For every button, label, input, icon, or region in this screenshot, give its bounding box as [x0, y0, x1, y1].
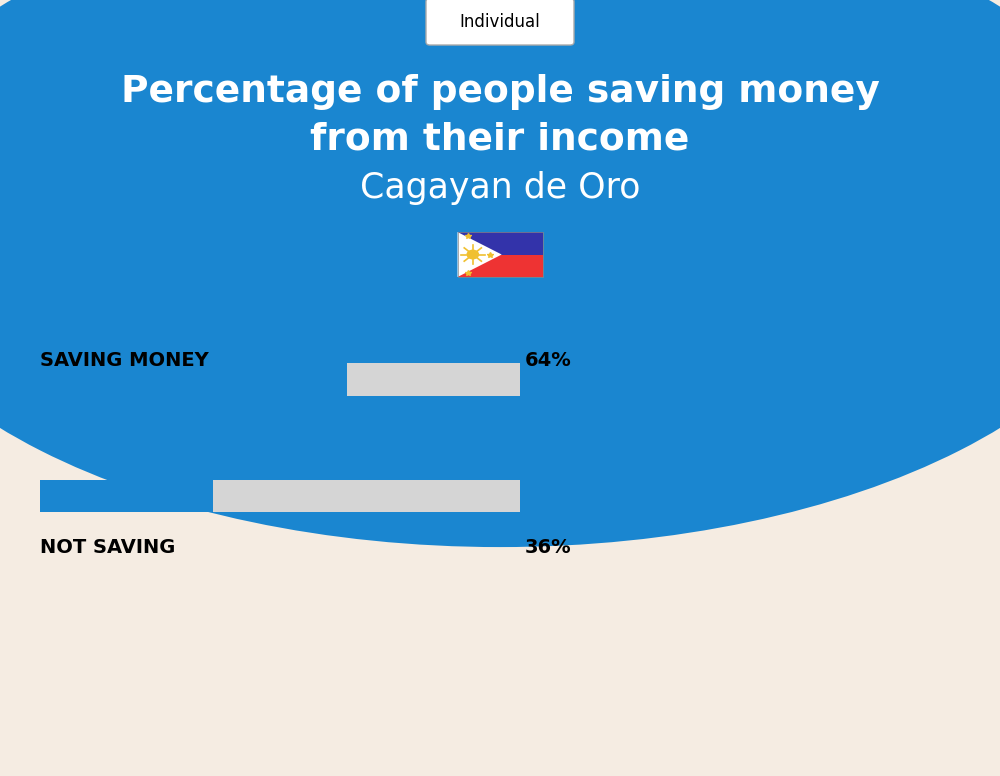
Text: SAVING MONEY: SAVING MONEY — [40, 352, 209, 370]
Text: from their income: from their income — [310, 122, 690, 158]
Bar — [458, 232, 542, 255]
Bar — [40, 363, 347, 396]
Bar — [40, 480, 213, 512]
Text: Percentage of people saving money: Percentage of people saving money — [121, 74, 879, 109]
Bar — [458, 255, 542, 277]
Bar — [40, 480, 520, 512]
Text: Individual: Individual — [460, 12, 540, 31]
Circle shape — [466, 250, 479, 259]
FancyBboxPatch shape — [426, 0, 574, 45]
Ellipse shape — [0, 0, 1000, 547]
Bar — [458, 232, 542, 277]
Polygon shape — [458, 232, 502, 277]
Text: Cagayan de Oro: Cagayan de Oro — [360, 171, 640, 205]
Text: NOT SAVING: NOT SAVING — [40, 538, 175, 556]
Text: 64%: 64% — [525, 352, 572, 370]
Text: 36%: 36% — [525, 538, 572, 556]
Bar — [40, 363, 520, 396]
